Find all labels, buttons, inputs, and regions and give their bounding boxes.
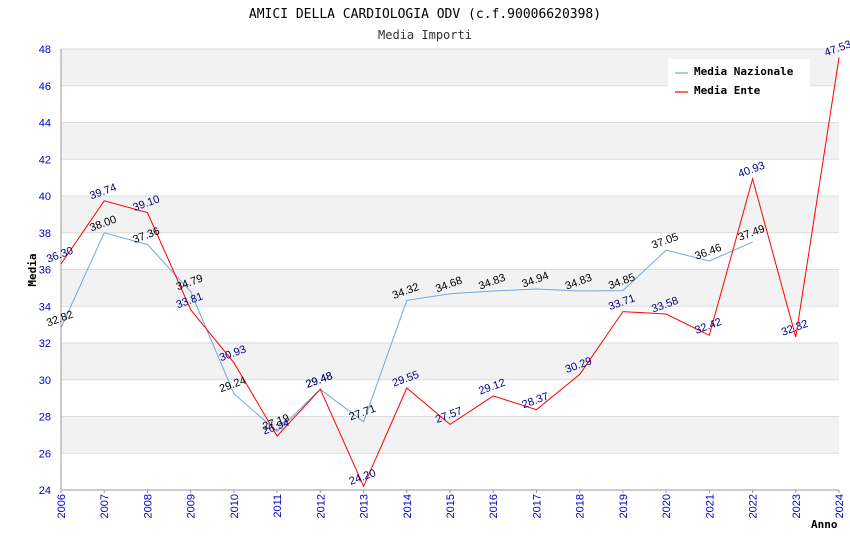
y-tick-label: 46 — [39, 81, 51, 93]
grid-band — [61, 269, 839, 307]
x-tick-label: 2021 — [704, 494, 716, 518]
y-tick-label: 44 — [39, 118, 51, 130]
x-tick-label: 2023 — [791, 494, 803, 518]
legend: Media Nazionale Media Ente — [668, 59, 810, 99]
y-tick-label: 36 — [39, 265, 51, 277]
series-line-media-nazionale — [60, 232, 753, 433]
grid-band — [61, 232, 839, 270]
y-tick-label: 32 — [39, 338, 51, 350]
x-tick-label: 2011 — [272, 494, 284, 518]
chart-subtitle: Media Importi — [378, 28, 472, 42]
series-lines — [60, 57, 840, 488]
grid-band — [61, 122, 839, 160]
x-tick-label: 2014 — [402, 494, 414, 518]
grid-band — [61, 196, 839, 233]
x-tick-label: 2018 — [575, 494, 587, 518]
x-tick-label: 2024 — [834, 494, 846, 518]
y-tick-label: 24 — [39, 485, 51, 497]
series-line-media-ente — [60, 57, 840, 488]
y-tick-label: 48 — [39, 44, 51, 56]
x-tick-label: 2008 — [142, 494, 154, 518]
x-tick-label: 2022 — [748, 494, 760, 518]
x-tick-label: 2015 — [445, 494, 457, 518]
legend-label-media-nazionale: Media Nazionale — [694, 65, 794, 78]
x-tick-label: 2010 — [229, 494, 241, 518]
x-tick-label: 2013 — [359, 494, 371, 518]
grid-band — [61, 453, 839, 490]
grid-bands — [61, 49, 839, 490]
x-tick-label: 2007 — [99, 494, 111, 518]
y-tick-label: 42 — [39, 154, 51, 166]
y-tick-label: 38 — [39, 228, 51, 240]
legend-box — [668, 59, 810, 99]
grid-band — [61, 343, 839, 380]
x-tick-labels: 2006 2007 2008 2009 2010 2011 2012 2013 2014 2015… — [56, 490, 846, 518]
chart-title: AMICI DELLA CARDIOLOGIA ODV (c.f.9000662… — [249, 7, 601, 22]
x-tick-label: 2020 — [661, 494, 673, 518]
grid-band — [61, 379, 839, 417]
grid-band — [61, 416, 839, 454]
x-tick-label: 2012 — [315, 494, 327, 518]
y-tick-label: 30 — [39, 375, 51, 387]
x-tick-label: 2016 — [488, 494, 500, 518]
y-tick-label: 40 — [39, 191, 51, 203]
grid-band — [61, 159, 839, 196]
grid-band — [61, 306, 839, 343]
x-tick-label: 2019 — [618, 494, 630, 518]
y-tick-label: 28 — [39, 412, 51, 424]
y-tick-label: 26 — [39, 448, 51, 460]
x-tick-label: 2017 — [531, 494, 543, 518]
x-axis-label: Anno — [811, 518, 838, 531]
legend-label-media-ente: Media Ente — [694, 84, 761, 97]
y-tick-label: 34 — [39, 301, 51, 313]
y-tick-labels: 24 26 28 30 32 34 36 38 40 42 44 46 48 — [39, 44, 51, 497]
x-tick-label: 2006 — [56, 494, 68, 518]
x-tick-label: 2009 — [186, 494, 198, 518]
y-axis-label: Media — [26, 253, 39, 286]
